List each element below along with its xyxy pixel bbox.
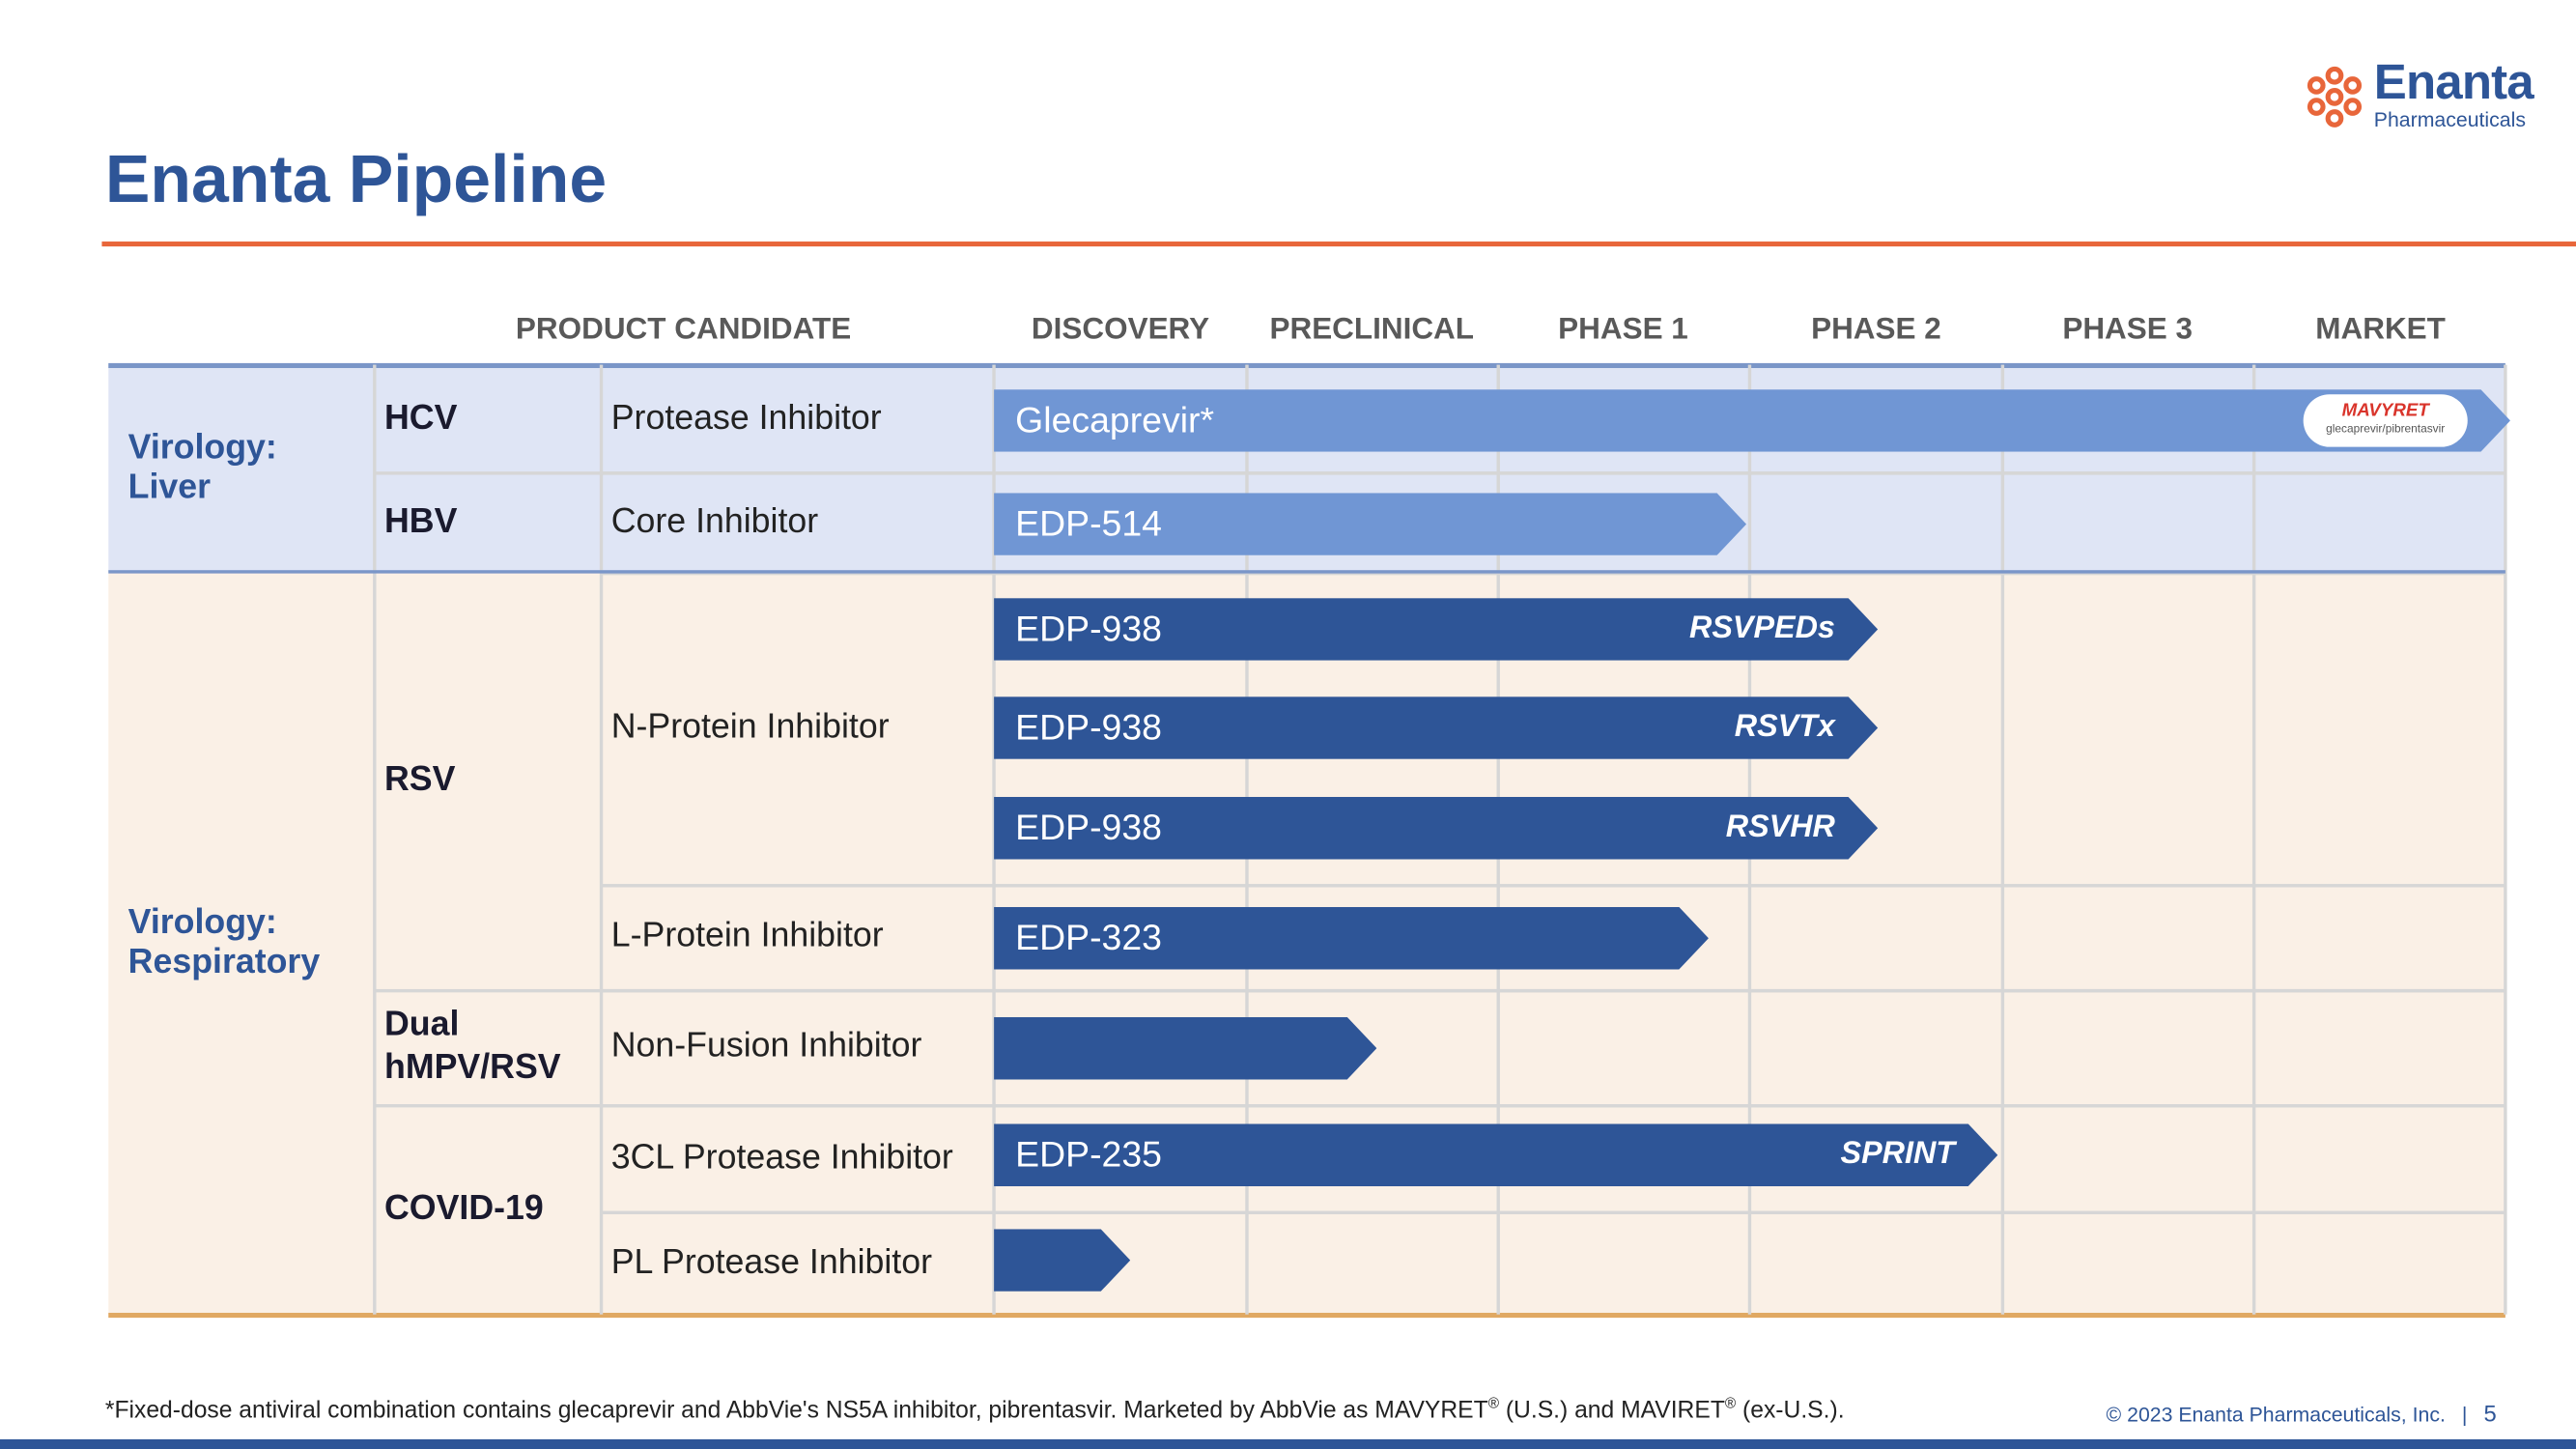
- program-bar: EDP-938 RSVPEDs: [994, 598, 1879, 661]
- column-line: [2001, 364, 2004, 1315]
- column-header: PHASE 3: [2062, 310, 2193, 346]
- program-name: EDP-514: [1015, 502, 1163, 544]
- target-label: 3CL Protease Inhibitor: [610, 1137, 953, 1176]
- disease-label: Dual hMPV/RSV: [384, 1005, 561, 1087]
- program-name: EDP-938: [1015, 608, 1163, 649]
- column-header: MARKET: [2315, 310, 2446, 346]
- footnote-mark: ®: [1724, 1395, 1737, 1412]
- target-label: PL Protease Inhibitor: [610, 1242, 932, 1281]
- program-name: Glecaprevir*: [1015, 399, 1215, 440]
- row-line: [374, 471, 2505, 474]
- column-header: DISCOVERY: [1031, 310, 1210, 346]
- row-line: [374, 1104, 2505, 1107]
- target-label: Core Inhibitor: [610, 501, 819, 540]
- program-name: EDP-938: [1015, 807, 1163, 848]
- study-name: RSVTx: [1734, 709, 1835, 745]
- disease-label: COVID-19: [384, 1189, 544, 1228]
- column-line: [2504, 364, 2507, 1315]
- section-rule: [108, 570, 2505, 574]
- footnote-text: (ex-U.S.).: [1736, 1398, 1845, 1425]
- footnote-text: *Fixed-dose antiviral combination contai…: [104, 1398, 1488, 1425]
- disease-label: RSV: [384, 760, 456, 799]
- target-label: N-Protein Inhibitor: [610, 708, 890, 747]
- badge-generic: glecaprevir/pibrentasvir: [2326, 423, 2446, 436]
- program-bar: Glecaprevir*: [994, 389, 2510, 452]
- footer-right: © 2023 Enanta Pharmaceuticals, Inc. | 5: [2107, 1400, 2497, 1426]
- row-line: [601, 1210, 2505, 1214]
- program-bar: EDP-938 RSVTx: [994, 696, 1879, 759]
- program-bar: EDP-235 SPRINT: [994, 1123, 1998, 1187]
- footnote-text: (U.S.) and MAVIRET: [1498, 1398, 1725, 1425]
- section-label: Virology: Respiratory: [127, 903, 321, 981]
- separator: |: [2461, 1403, 2468, 1427]
- page-number: 5: [2483, 1400, 2497, 1427]
- disease-label: HBV: [384, 501, 458, 540]
- column-header: PRODUCT CANDIDATE: [515, 310, 852, 346]
- title-rule: [101, 242, 2576, 247]
- target-label: Non-Fusion Inhibitor: [610, 1027, 922, 1065]
- program-name: EDP-235: [1015, 1133, 1163, 1176]
- program-bar: EDP-938 RSVHR: [994, 796, 1879, 860]
- program-bar: [994, 1016, 1377, 1080]
- column-line: [600, 364, 603, 1315]
- logo-sub: Pharmaceuticals: [2373, 108, 2526, 132]
- program-bar: [994, 1229, 1131, 1292]
- table-top-rule: [108, 362, 2505, 368]
- program-name: EDP-323: [1015, 917, 1163, 958]
- study-name: SPRINT: [1840, 1137, 1956, 1172]
- footnote-mark: ®: [1487, 1395, 1499, 1412]
- program-bar: EDP-514: [994, 493, 1747, 555]
- slide-title: Enanta Pipeline: [104, 141, 608, 217]
- row-line: [601, 884, 2505, 887]
- target-label: L-Protein Inhibitor: [610, 917, 884, 955]
- logo-name: Enanta: [2373, 55, 2534, 110]
- program-bar: EDP-323: [994, 906, 1709, 970]
- table-bottom-rule: [108, 1313, 2505, 1318]
- column-line: [373, 364, 377, 1315]
- badge-brand: MAVYRET: [2341, 401, 2429, 421]
- bottom-band: [0, 1438, 2576, 1449]
- badge: MAVYRET glecaprevir/pibrentasvir: [2303, 394, 2468, 447]
- copyright: © 2023 Enanta Pharmaceuticals, Inc.: [2106, 1403, 2446, 1427]
- footnote: *Fixed-dose antiviral combination contai…: [105, 1395, 1845, 1424]
- study-name: RSVPEDs: [1689, 611, 1835, 646]
- program-name: EDP-938: [1015, 706, 1163, 748]
- target-label: Protease Inhibitor: [610, 398, 882, 437]
- section-label: Virology: Liver: [127, 428, 277, 506]
- logo-icon: [2307, 66, 2363, 128]
- column-line: [2252, 364, 2255, 1315]
- column-header: PHASE 2: [1811, 310, 1941, 346]
- column-header: PRECLINICAL: [1269, 310, 1475, 346]
- study-name: RSVHR: [1725, 810, 1835, 845]
- row-line: [374, 988, 2505, 992]
- column-header: PHASE 1: [1558, 310, 1688, 346]
- disease-label: HCV: [384, 398, 458, 437]
